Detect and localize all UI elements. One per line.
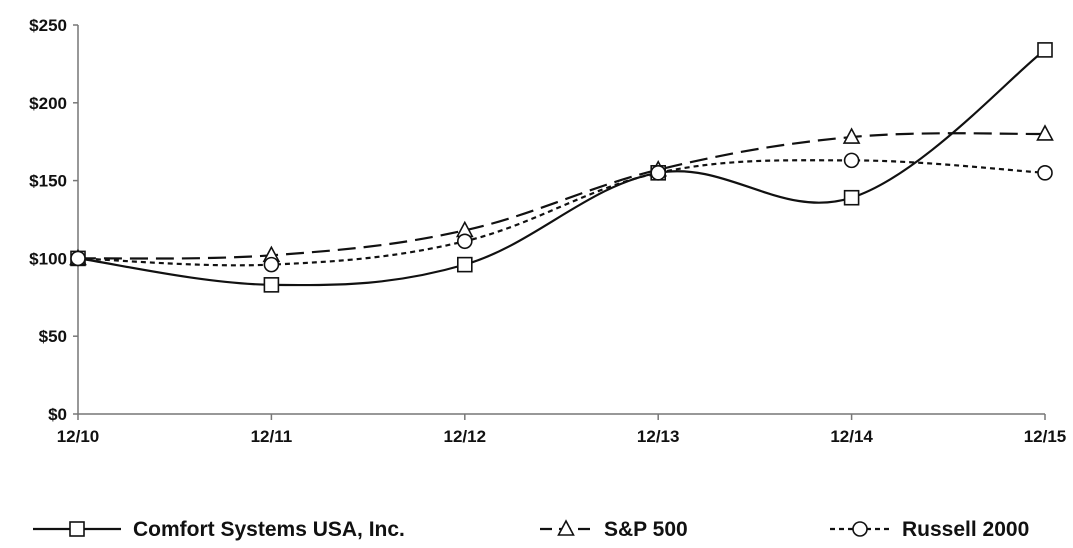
- x-tick-label: 12/14: [830, 427, 873, 446]
- data-point-triangle: [1036, 124, 1054, 141]
- legend-marker-circle: [852, 521, 868, 537]
- legend-item: Russell 2000: [830, 518, 1029, 541]
- data-point-circle: [263, 256, 280, 273]
- data-point-square: [843, 189, 860, 206]
- x-tick-label: 12/10: [57, 427, 100, 446]
- series-lines: [77, 49, 1046, 287]
- y-tick-label: $150: [29, 172, 67, 191]
- legend-item: S&P 500: [540, 518, 688, 541]
- data-point-square: [456, 256, 473, 273]
- legend: Comfort Systems USA, Inc. S&P 500 Russell …: [33, 518, 1029, 541]
- data-point-circle: [1037, 165, 1053, 181]
- data-point-circle: [456, 233, 473, 250]
- x-tick-label: 12/15: [1024, 427, 1067, 446]
- x-tick-label: 12/12: [444, 427, 487, 446]
- legend-marker-triangle: [557, 519, 575, 536]
- y-tick-label: $200: [29, 94, 67, 113]
- series-line-square: [77, 49, 1046, 287]
- x-tick-label: 12/13: [637, 427, 680, 446]
- series-line-triangle: [77, 132, 1046, 260]
- y-tick-label: $250: [29, 16, 67, 35]
- legend-label: Russell 2000: [902, 518, 1029, 541]
- legend-label: S&P 500: [604, 518, 688, 541]
- y-tick-label: $0: [48, 405, 67, 424]
- data-point-circle: [650, 165, 667, 181]
- y-tick-label: $100: [29, 249, 67, 268]
- data-point-square: [1037, 42, 1053, 58]
- x-tick-label: 12/11: [251, 427, 293, 446]
- series-line-circle: [77, 159, 1046, 267]
- data-point-square: [263, 277, 280, 293]
- series-markers: [69, 42, 1054, 293]
- axes: $0 $50 $100 $150 $200 $250 12/10 12/11 12/12 12/1…: [29, 16, 1066, 446]
- legend-label: Comfort Systems USA, Inc.: [133, 518, 405, 541]
- legend-marker-square: [69, 521, 85, 537]
- y-tick-label: $50: [39, 327, 67, 346]
- data-point-triangle: [842, 127, 861, 144]
- data-point-circle: [70, 250, 86, 267]
- data-point-circle: [843, 152, 860, 169]
- legend-item: Comfort Systems USA, Inc.: [33, 518, 405, 541]
